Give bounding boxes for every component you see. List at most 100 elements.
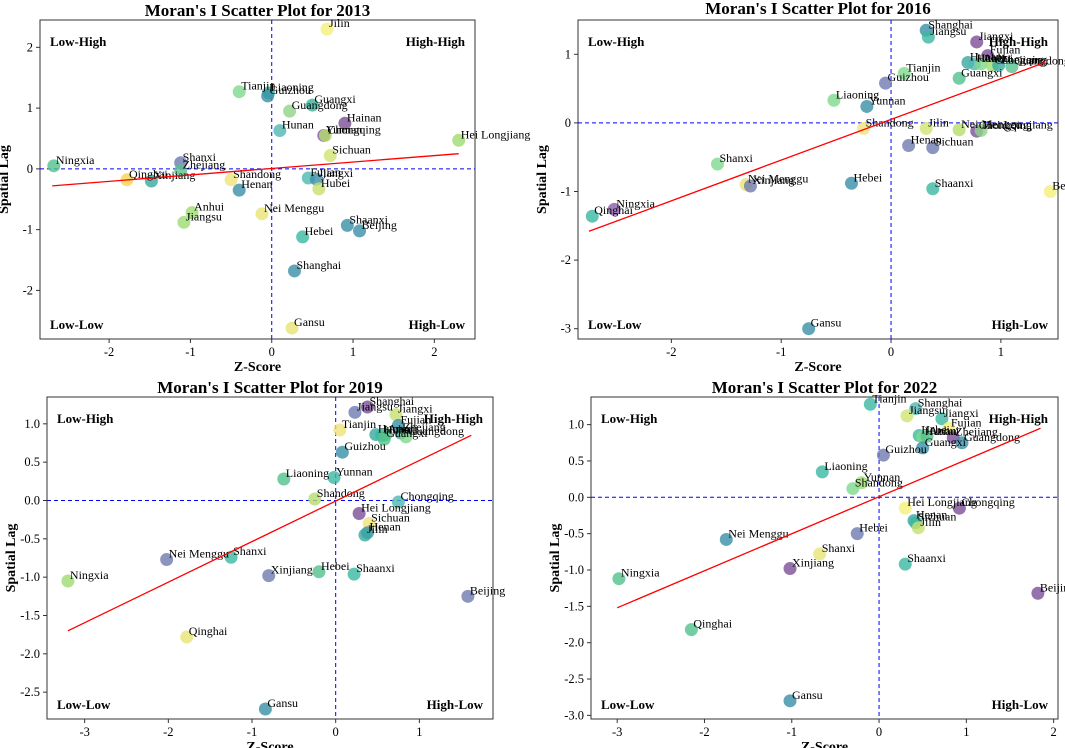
point-label: Nei Menggu <box>728 526 788 540</box>
point-label: Shanghai <box>918 396 963 410</box>
y-tick-label: 0.5 <box>24 455 40 469</box>
point-label: Fujian <box>310 165 341 179</box>
point-label: Jiangsu <box>186 209 222 223</box>
data-point <box>61 574 75 588</box>
x-tick-label: 1 <box>998 345 1004 359</box>
x-axis-label: Z-Score <box>234 360 281 375</box>
data-point <box>909 402 923 416</box>
data-point <box>935 412 949 426</box>
point-label: Jilin <box>329 16 350 30</box>
regression-line <box>588 61 1046 232</box>
data-point <box>952 71 966 85</box>
data-point <box>335 445 349 459</box>
point-label: Yunnan <box>336 465 373 479</box>
point-label: Chongqing <box>327 122 380 136</box>
x-tick-label: -2 <box>666 345 676 359</box>
data-point <box>857 121 871 135</box>
data-point <box>308 492 322 506</box>
data-point <box>352 507 366 521</box>
point-label: Fujian <box>990 43 1021 57</box>
point-label: Guizhou <box>888 70 929 84</box>
x-tick-label: -1 <box>776 345 786 359</box>
y-tick-label: 1.0 <box>568 418 584 432</box>
quadrant-label-high-low: High-Low <box>427 697 484 712</box>
point-label: Xinjiang <box>792 556 834 570</box>
data-point <box>312 182 326 196</box>
point-label: Hebei <box>305 224 334 238</box>
data-point <box>876 448 890 462</box>
x-tick-label: 1 <box>350 345 356 359</box>
data-point <box>391 495 405 509</box>
x-axis-label: Z-Score <box>801 740 848 748</box>
data-point <box>897 67 911 81</box>
point-label: Fujian <box>400 412 431 426</box>
x-tick-label: -2 <box>104 345 114 359</box>
data-point <box>47 159 61 173</box>
x-axis-label: Z-Score <box>794 360 841 375</box>
chart-title: Moran's I Scatter Plot for 2016 <box>705 0 931 18</box>
point-label: Jiangsu <box>357 399 393 413</box>
quadrant-label-low-low: Low-Low <box>601 697 655 712</box>
point-label: Tianjin <box>342 417 376 431</box>
quadrant-label-low-low: Low-Low <box>50 317 104 332</box>
moran-scatter-chart: Moran's I Scatter Plot for 2016 -2 -1 0 1 -3 -… <box>535 0 1065 375</box>
data-point <box>323 148 337 162</box>
plot-frame <box>577 19 1059 340</box>
plot-frame <box>46 396 494 720</box>
point-label: Henan <box>241 177 272 191</box>
data-point <box>318 128 332 142</box>
point-label: Liaoning <box>836 87 879 101</box>
point-label: Hubei <box>384 422 414 436</box>
quadrant-label-low-low: Low-Low <box>57 697 111 712</box>
data-point <box>160 553 174 567</box>
data-point <box>224 173 238 187</box>
quadrant-label-low-low: Low-Low <box>588 317 642 332</box>
data-point <box>305 98 319 112</box>
data-point <box>353 224 367 238</box>
point-label: Shaanxi <box>907 551 946 565</box>
point-label: Hei Longjiang <box>361 501 431 515</box>
point-label: Liaoning <box>824 459 867 473</box>
point-label: Nei Menggu <box>169 547 229 561</box>
data-point <box>377 432 391 446</box>
point-label: Shandong <box>317 486 365 500</box>
point-label: Fujian <box>951 415 982 429</box>
point-label: Tianjin <box>872 391 906 405</box>
point-label: Hebei <box>321 559 350 573</box>
data-point <box>333 423 347 437</box>
data-point <box>1043 185 1057 199</box>
y-tick-label: -2 <box>23 283 33 297</box>
x-tick-label: -3 <box>612 725 622 739</box>
chart-panel-2016: Moran's I Scatter Plot for 2016 -2 -1 0 1 -3 -… <box>532 0 1065 375</box>
chart-title: Moran's I Scatter Plot for 2022 <box>712 378 938 397</box>
data-point <box>327 471 341 484</box>
point-label: Shanghai <box>928 17 973 31</box>
data-point <box>743 179 757 193</box>
y-tick-label: -1 <box>23 223 33 237</box>
regression-line <box>616 427 1041 609</box>
data-point <box>974 123 988 137</box>
data-point <box>185 206 199 220</box>
point-label: Tianjin <box>906 61 940 75</box>
data-point <box>358 528 372 542</box>
point-label: Gansu <box>792 688 823 702</box>
point-label: Jiangsu <box>909 403 945 417</box>
point-label: Hunan <box>925 424 957 438</box>
point-label: Hainan <box>347 110 382 124</box>
quadrant-label-high-low: High-Low <box>992 317 1049 332</box>
point-label: Guizhou <box>885 442 926 456</box>
data-point <box>827 93 841 107</box>
data-point <box>783 694 797 708</box>
y-tick-label: 0 <box>565 116 571 130</box>
point-label: Guangxi <box>386 426 428 440</box>
point-label: Anhui <box>929 423 960 437</box>
data-point <box>863 397 877 411</box>
y-tick-label: 0 <box>27 162 33 176</box>
point-label: Guizhou <box>344 439 385 453</box>
data-point <box>174 164 188 178</box>
x-tick-label: 0 <box>333 725 339 739</box>
data-point <box>846 482 860 496</box>
data-point <box>399 430 413 444</box>
regression-line <box>52 153 459 187</box>
point-label: Gansu <box>811 316 842 330</box>
